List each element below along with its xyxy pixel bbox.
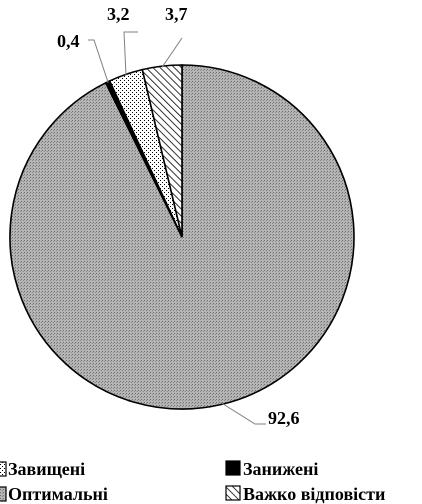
legend-item-zanyzheni: Занижені — [225, 459, 318, 479]
legend-label-vazhko-vidpovisty: Важко відповісти — [243, 484, 385, 504]
data-label-optymalni: 92,6 — [268, 408, 300, 428]
leader-line-zanyzheni — [88, 39, 109, 83]
leader-line-zavyshcheni — [123, 31, 138, 76]
legend: Завищені Занижені Оптимальні Важко відпо… — [0, 459, 385, 504]
legend-swatch-hatch — [225, 485, 241, 501]
data-label-zavyshcheni: 3,2 — [107, 4, 130, 24]
legend-label-zanyzheni: Занижені — [243, 459, 318, 479]
legend-swatch-fine-gray — [0, 486, 7, 502]
slice-vazhko-vidpovisty — [141, 64, 183, 238]
data-label-vazhko-vidpovisty: 3,7 — [165, 4, 188, 24]
legend-item-vazhko-vidpovisty: Важко відповісти — [225, 484, 385, 504]
legend-label-optymalni: Оптимальні — [8, 484, 108, 504]
leader-line-optymalni — [220, 402, 266, 425]
legend-swatch-solid — [225, 460, 241, 476]
leader-lines — [88, 31, 266, 425]
legend-swatch-dots — [0, 461, 7, 477]
leader-line-vazhko-vidpovisty — [161, 37, 183, 68]
legend-item-zavyshcheni: Завищені — [0, 459, 85, 479]
legend-item-optymalni: Оптимальні — [0, 484, 108, 504]
legend-label-zavyshcheni: Завищені — [8, 459, 85, 479]
data-labels: 92,6 0,4 3,2 3,7 — [57, 4, 300, 428]
data-label-zanyzheni: 0,4 — [57, 31, 80, 51]
pie-slices — [9, 64, 355, 410]
